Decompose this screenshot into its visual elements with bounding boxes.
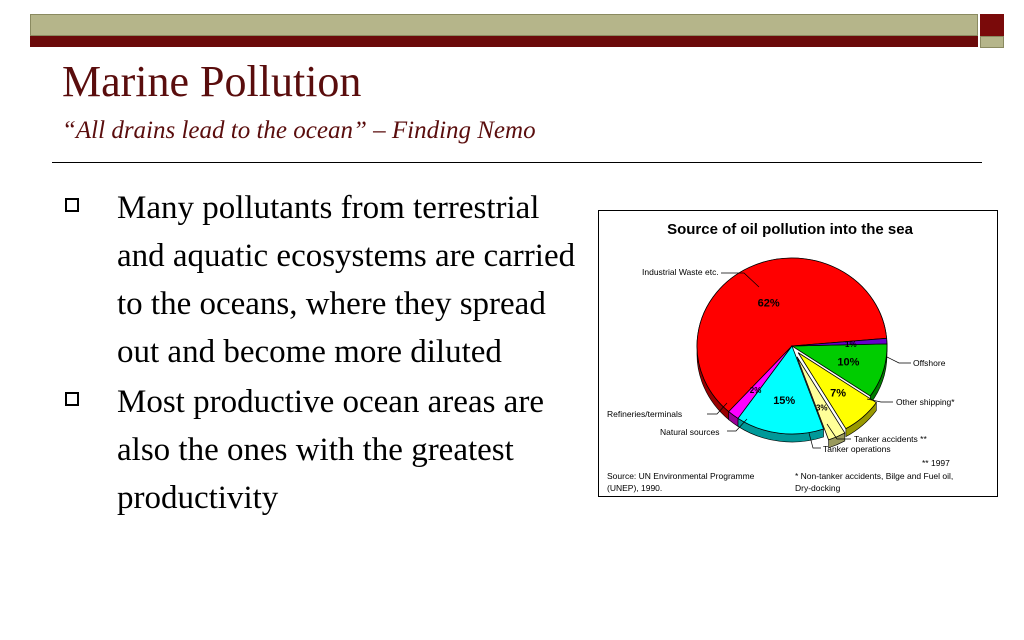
leader-line xyxy=(826,423,851,440)
slice-category-label: Other shipping* xyxy=(896,397,955,407)
pie-slice xyxy=(796,356,846,441)
slice-category-label: Offshore xyxy=(913,358,946,368)
corner-square-light xyxy=(980,36,1004,48)
slice-value-label: 1% xyxy=(845,340,857,349)
pie-slice xyxy=(791,337,888,347)
title-divider xyxy=(52,162,982,163)
slide-title: Marine Pollution xyxy=(62,57,362,106)
slice-category-label: Refineries/terminals xyxy=(607,409,682,419)
pie-chart: Source of oil pollution into the sea 62% 2… xyxy=(607,221,955,493)
chart-footnote-date: ** 1997 xyxy=(922,458,950,468)
pie-slice xyxy=(737,345,825,435)
slice-category-label: Natural sources xyxy=(660,427,720,437)
leader-line xyxy=(707,402,728,415)
square-bullet-icon xyxy=(65,392,79,406)
slice-category-label: Industrial Waste etc. xyxy=(642,267,719,277)
bullet-list: Many pollutants from terrestrial and aqu… xyxy=(62,184,582,524)
chart-footnote-line-2: Dry-docking xyxy=(795,483,841,493)
bullet-item: Most productive ocean areas are also the… xyxy=(62,378,582,522)
header-bar-dark xyxy=(30,36,978,47)
slice-value-label: 7% xyxy=(830,388,846,400)
pie-slice xyxy=(696,257,888,413)
slice-value-label: 2% xyxy=(750,386,762,395)
slice-value-label: 62% xyxy=(758,298,780,310)
bullet-text: Many pollutants from terrestrial and aqu… xyxy=(117,190,576,370)
chart-source-line-2: (UNEP), 1990. xyxy=(607,483,662,493)
slice-category-label: Tanker accidents ** xyxy=(854,434,927,444)
leader-line xyxy=(866,398,893,403)
header-bar-light xyxy=(30,14,978,36)
leader-line xyxy=(727,418,748,432)
slice-value-label: 3% xyxy=(816,403,828,412)
pie-chart-figure: Source of oil pollution into the sea 62% 2… xyxy=(598,210,998,497)
slice-value-label: 10% xyxy=(837,357,859,369)
leader-line xyxy=(886,356,911,364)
bullet-text: Most productive ocean areas are also the… xyxy=(117,384,544,516)
pie-slice xyxy=(797,352,877,430)
chart-footnote-line-1: * Non-tanker accidents, Bilge and Fuel o… xyxy=(795,471,953,481)
slice-category-label: Tanker operations xyxy=(823,444,891,454)
corner-square-dark xyxy=(980,14,1004,36)
slice-value-label: 15% xyxy=(773,395,795,407)
leader-line xyxy=(808,432,821,449)
bullet-item: Many pollutants from terrestrial and aqu… xyxy=(62,184,582,376)
chart-source-line-1: Source: UN Environmental Programme xyxy=(607,471,755,481)
leader-line xyxy=(721,272,760,288)
square-bullet-icon xyxy=(65,198,79,212)
slide-subtitle: “All drains lead to the ocean” – Finding… xyxy=(62,117,536,144)
chart-title: Source of oil pollution into the sea xyxy=(667,221,913,238)
